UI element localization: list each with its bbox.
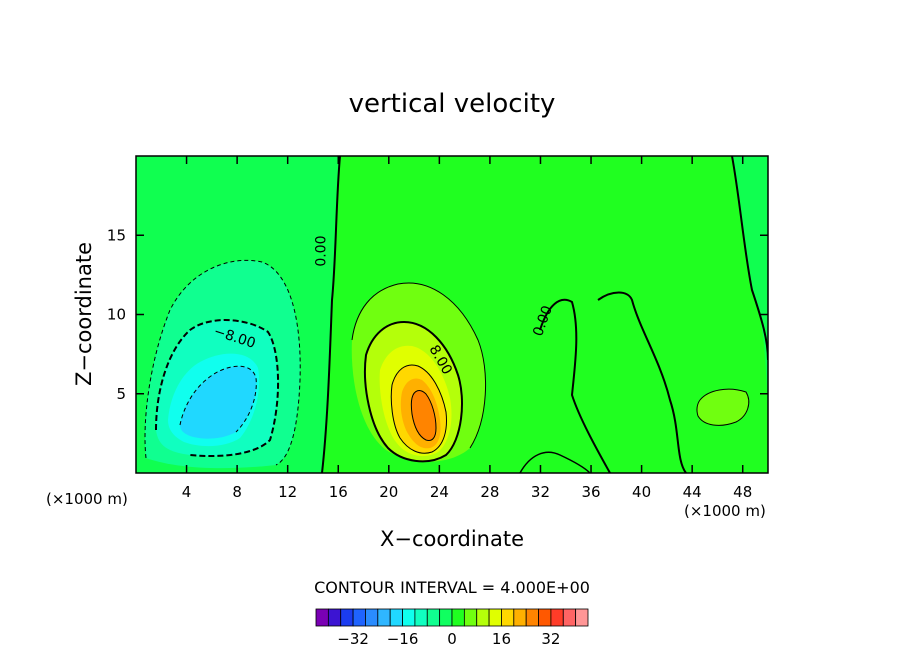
zero-contour-right <box>731 156 768 361</box>
x-unit-left: (×1000 m) <box>46 490 128 508</box>
colorbar-swatch <box>451 608 465 627</box>
colorbar-tick-label: 32 <box>541 630 560 648</box>
x-tick-label: 4 <box>182 483 192 501</box>
colorbar-swatch <box>365 608 379 627</box>
colorbar-swatch <box>488 608 502 627</box>
downdraft-core <box>180 366 257 439</box>
colorbar-swatch <box>414 608 428 627</box>
y-axis-title: Z−coordinate <box>72 242 96 386</box>
colorbar-swatch <box>377 608 391 627</box>
colorbar <box>315 608 589 627</box>
chart-title: vertical velocity <box>349 89 556 119</box>
colorbar-swatch <box>550 608 564 627</box>
zero-contour-bottom <box>519 451 591 473</box>
colorbar-tick-label: 0 <box>447 630 457 648</box>
x-tick-label: 12 <box>278 483 297 501</box>
colorbar-swatch <box>513 608 527 627</box>
y-tick-label: 15 <box>107 226 126 244</box>
y-tick-label: 5 <box>116 385 126 403</box>
x-tick-label: 16 <box>329 483 348 501</box>
right-patch-contour <box>696 388 750 426</box>
x-tick-label: 20 <box>379 483 398 501</box>
colorbar-swatch <box>501 608 515 627</box>
colorbar-swatch <box>439 608 453 627</box>
colorbar-tick-label: −16 <box>387 630 419 648</box>
colorbar-swatch <box>562 608 577 627</box>
x-tick-label: 44 <box>683 483 702 501</box>
x-tick-label: 32 <box>531 483 550 501</box>
neg-contour-12 <box>179 365 257 433</box>
contour-label: 0.00 <box>314 236 330 267</box>
right-field <box>732 156 768 473</box>
x-axis-title: X−coordinate <box>380 527 524 551</box>
x-tick-label: 28 <box>480 483 499 501</box>
colorbar-tick-label: 16 <box>492 630 511 648</box>
updraft-core <box>411 390 436 441</box>
x-axis: 4 8 12 16 20 24 28 32 36 40 44 48 <box>182 156 752 501</box>
colorbar-swatch <box>402 608 416 627</box>
pos-contour-16 <box>390 364 447 454</box>
y-tick-label: 10 <box>107 306 126 324</box>
contour-interval-label: CONTOUR INTERVAL = 4.000E+00 <box>314 578 590 597</box>
colorbar-swatch <box>525 608 539 627</box>
zero-contour-mid-2 <box>597 291 687 473</box>
neg-contour-8 <box>155 319 280 458</box>
zero-contour-left <box>321 156 341 473</box>
x-tick-label: 48 <box>733 483 752 501</box>
x-tick-label: 40 <box>632 483 651 501</box>
colorbar-swatch <box>315 608 329 627</box>
colorbar-swatch <box>389 608 403 627</box>
colorbar-tick-label: −32 <box>337 630 369 648</box>
x-tick-label: 8 <box>232 483 242 501</box>
x-tick-label: 24 <box>430 483 449 501</box>
colorbar-swatch <box>463 608 478 627</box>
colorbar-swatch <box>352 608 366 627</box>
colorbar-swatch <box>476 608 490 627</box>
zero-contour-mid <box>539 298 611 473</box>
pos-contour-24 <box>410 390 437 441</box>
x-tick-label: 36 <box>581 483 600 501</box>
colorbar-swatch <box>575 608 589 627</box>
colorbar-swatch <box>538 608 552 627</box>
colorbar-swatch <box>340 608 354 627</box>
y-axis: 5 10 15 <box>107 226 768 403</box>
colorbar-swatch <box>327 608 342 627</box>
right-patch <box>696 389 749 426</box>
contour-fields <box>136 156 768 473</box>
colorbar-ticks: −32 −16 0 16 32 <box>337 630 560 648</box>
pos-contour-4 <box>351 282 486 449</box>
pos-contour-8 <box>363 320 463 463</box>
x-unit-right: (×1000 m) <box>684 502 766 520</box>
colorbar-swatch <box>426 608 441 627</box>
neg-contour-4 <box>144 259 301 466</box>
